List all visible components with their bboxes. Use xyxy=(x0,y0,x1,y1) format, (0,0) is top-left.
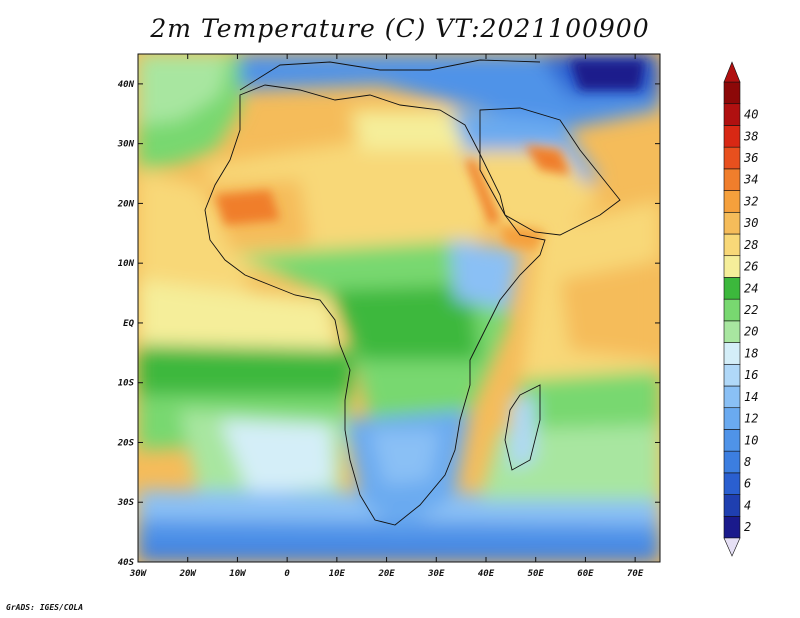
x-tick-label: 50E xyxy=(528,569,545,579)
y-tick-label: 10S xyxy=(118,379,135,389)
colorbar-swatch xyxy=(723,125,741,148)
colorbar-label: 26 xyxy=(744,260,758,274)
y-tick-label: 30N xyxy=(117,140,135,150)
colorbar-label: 22 xyxy=(744,303,758,317)
x-tick-label: 20E xyxy=(377,569,395,579)
colorbar-label: 20 xyxy=(744,325,758,339)
colorbar-label: 40 xyxy=(744,108,758,122)
colorbar-swatch xyxy=(723,407,741,430)
x-tick-label: 10E xyxy=(329,569,346,579)
axes: 30W 20W 10W 0 10E 20E 30E 40E 50E 60E 70E 40N 30N 20N… xyxy=(117,54,660,579)
colorbar-swatch xyxy=(723,277,741,300)
y-tick-label: 40N xyxy=(118,80,135,90)
colorbar-swatch xyxy=(723,320,741,343)
colorbar-label: 24 xyxy=(744,281,758,295)
colorbar-swatch xyxy=(723,190,741,213)
colorbar-swatch xyxy=(723,494,741,517)
colorbar-swatch xyxy=(723,429,741,452)
y-tick-label: 10N xyxy=(118,259,135,269)
colorbar-label: 6 xyxy=(744,477,751,491)
colorbar-swatch xyxy=(723,81,741,105)
colorbar-label: 30 xyxy=(743,216,758,230)
x-tick-label: 20W xyxy=(179,569,198,579)
colorbar-swatch xyxy=(723,342,741,365)
colorbar-swatch xyxy=(723,298,741,322)
colorbar-label: 12 xyxy=(744,412,758,426)
colorbar-swatch xyxy=(723,255,741,278)
x-tick-label: 0 xyxy=(284,569,290,579)
colorbar-swatch xyxy=(723,103,741,126)
colorbar-label: 16 xyxy=(744,368,758,382)
x-tick-label: 60E xyxy=(577,569,594,579)
colorbar-under-triangle xyxy=(723,537,741,557)
colorbar-over-triangle xyxy=(723,61,741,83)
temperature-field xyxy=(138,54,660,562)
x-tick-label: 40E xyxy=(478,569,495,579)
y-tick-label: EQ xyxy=(123,319,134,329)
x-tick-label: 30W xyxy=(129,569,148,579)
chart-title: 2m Temperature (C) VT:2021100900 xyxy=(150,14,650,43)
plot-frame xyxy=(137,53,661,563)
colorbar-label: 10 xyxy=(744,433,758,447)
credit-text: GrADS: IGES/COLA xyxy=(6,603,84,612)
colorbar-label: 36 xyxy=(743,151,758,165)
colorbar-label: 4 xyxy=(744,498,751,512)
x-tick-label: 10W xyxy=(229,569,247,579)
colorbar-swatch xyxy=(723,515,741,539)
colorbar-swatch xyxy=(723,450,741,474)
colorbar-swatch xyxy=(723,363,741,387)
x-tick-label: 70E xyxy=(627,569,644,579)
colorbar-label: 8 xyxy=(744,455,751,469)
coastline-overlay xyxy=(204,59,621,526)
colorbar-label: 18 xyxy=(744,346,758,360)
colorbar-label: 14 xyxy=(744,390,758,404)
y-tick-label: 20N xyxy=(117,199,135,209)
colorbar-label: 34 xyxy=(743,173,758,187)
colorbar-label: 32 xyxy=(743,194,758,208)
colorbar-swatch xyxy=(723,146,741,170)
x-tick-label: 30E xyxy=(427,569,445,579)
colorbar-label: 2 xyxy=(744,520,751,534)
colorbar-swatch xyxy=(723,385,741,409)
y-tick-label: 40S xyxy=(118,558,135,568)
colorbar-swatch xyxy=(723,168,741,191)
colorbar-label: 28 xyxy=(744,238,758,252)
colorbar-swatch xyxy=(723,211,741,235)
colorbar-swatch xyxy=(723,233,741,257)
colorbar-swatch xyxy=(723,472,741,495)
y-tick-label: 30S xyxy=(117,498,135,508)
colorbar-label: 38 xyxy=(743,129,758,143)
y-tick-label: 20S xyxy=(117,438,135,448)
